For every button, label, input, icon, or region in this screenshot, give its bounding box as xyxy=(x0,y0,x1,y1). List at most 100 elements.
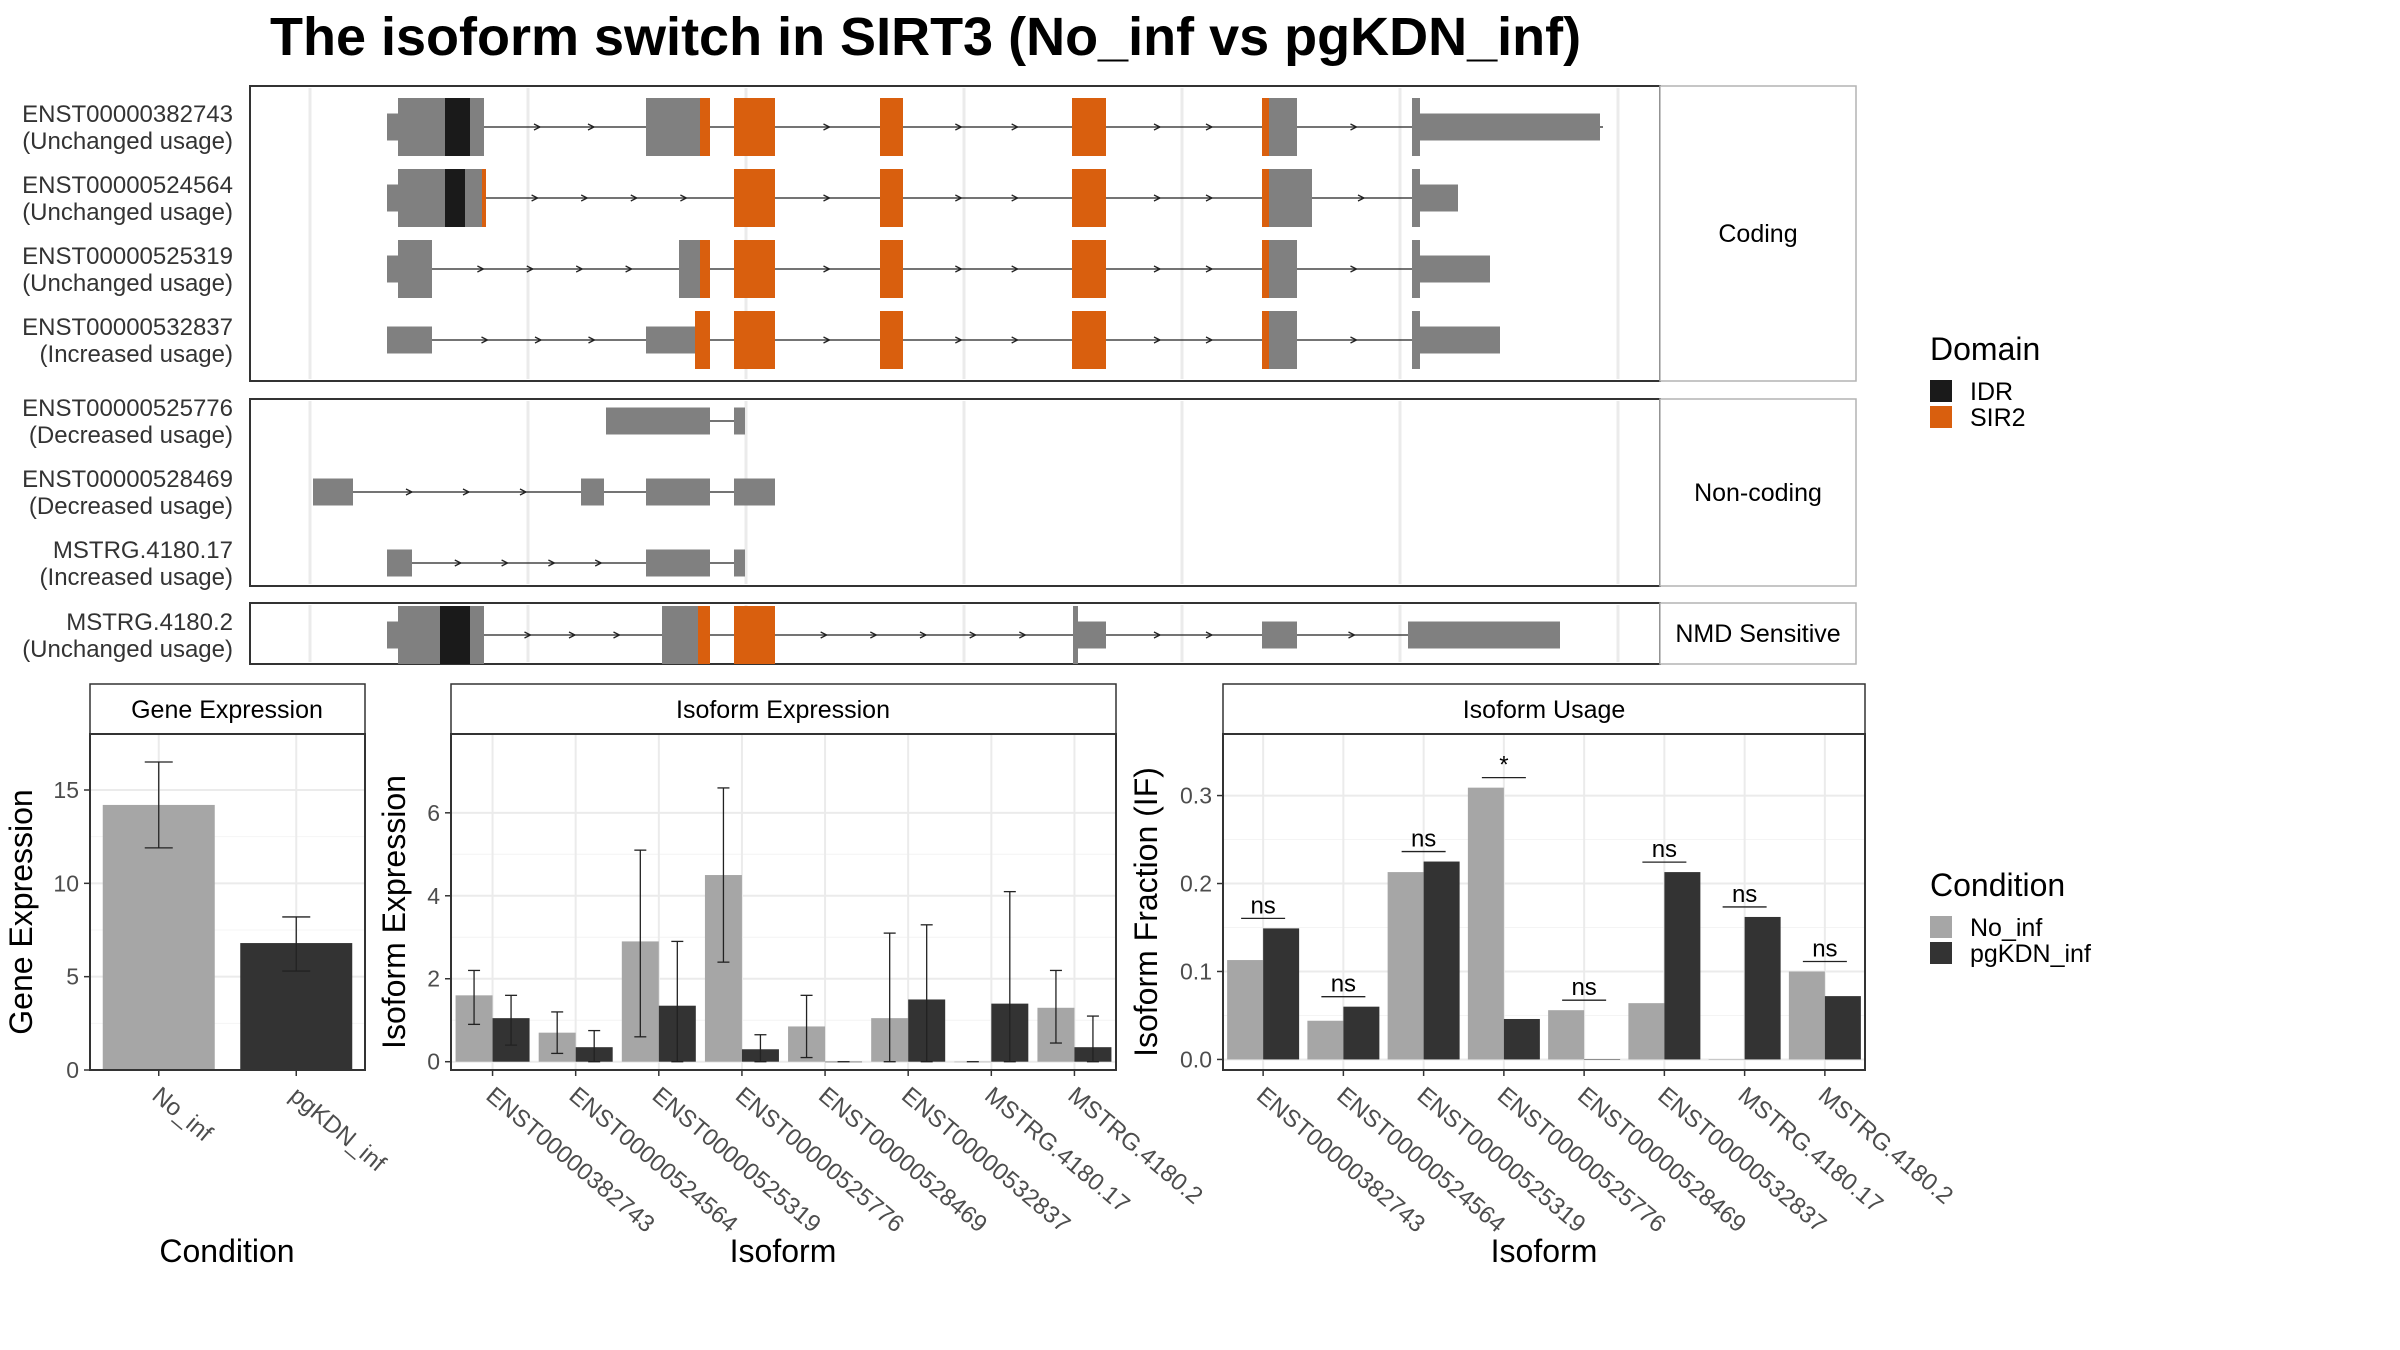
intron-arrow xyxy=(533,123,542,131)
y-tick-label: 0.1 xyxy=(1180,958,1212,984)
bar-pgkdn-inf xyxy=(1423,861,1460,1060)
transcript-id-label: MSTRG.4180.17 xyxy=(53,537,233,564)
transcript-usage-label: (Unchanged usage) xyxy=(22,636,233,663)
sir2-domain-exon xyxy=(734,98,775,156)
figure-title: The isoform switch in SIRT3 (No_inf vs p… xyxy=(270,7,1581,67)
sir2-domain-exon xyxy=(1072,98,1106,156)
y-tick-label: 2 xyxy=(427,966,440,992)
coding-exon xyxy=(1412,98,1420,156)
y-tick-label: 0.0 xyxy=(1180,1046,1212,1072)
intron-arrow xyxy=(823,336,831,344)
significance-label: ns xyxy=(1331,971,1356,998)
coding-exon xyxy=(1412,311,1420,369)
bar-pgkdn-inf xyxy=(1584,1059,1621,1060)
transcript-usage-label: (Unchanged usage) xyxy=(22,270,233,297)
transcript-structure-area: Coding Non-coding NMD Sensitive ENST0000… xyxy=(22,85,1857,665)
sir2-domain-exon xyxy=(482,169,486,227)
transcript-usage-label: (Increased usage) xyxy=(40,564,233,591)
condition-legend-title: Condition xyxy=(1930,867,2065,903)
utr-exon xyxy=(1420,113,1600,141)
intron-arrow xyxy=(454,559,463,567)
intron-arrow xyxy=(519,488,528,496)
significance-label: ns xyxy=(1652,836,1677,863)
intron-arrow xyxy=(587,123,596,131)
transcript-usage-label: (Unchanged usage) xyxy=(22,128,233,155)
significance-label: ns xyxy=(1411,826,1436,853)
significance-label: ns xyxy=(1250,892,1275,919)
legend-key-sir2 xyxy=(1930,406,1952,428)
bar-no-inf xyxy=(1708,1059,1745,1060)
utr-exon xyxy=(387,549,412,577)
coding-exon xyxy=(398,98,445,156)
isoform-usage-x-label: Isoform xyxy=(1491,1233,1598,1269)
intron-arrow xyxy=(1205,631,1214,639)
coding-exon xyxy=(398,169,445,227)
intron-arrow xyxy=(588,336,596,344)
utr-exon xyxy=(387,184,398,212)
intron-arrow xyxy=(1011,336,1020,344)
utr-exon xyxy=(646,326,695,354)
legend-key-no-inf xyxy=(1930,916,1952,938)
transcript-id-label: ENST00000382743 xyxy=(22,101,233,128)
sir2-domain-exon xyxy=(734,169,775,227)
transcript-id-label: ENST00000528469 xyxy=(22,466,233,493)
intron-arrow xyxy=(1153,265,1162,273)
coding-exon xyxy=(1269,169,1312,227)
utr-exon xyxy=(1420,326,1500,354)
sir2-domain-exon xyxy=(1262,240,1269,298)
plot-border xyxy=(1222,733,1866,1071)
sir2-domain-exon xyxy=(880,311,903,369)
idr-domain-exon xyxy=(445,98,470,156)
utr-exon xyxy=(1420,255,1490,283)
utr-exon xyxy=(646,549,710,577)
bar-pgkdn-inf xyxy=(1263,928,1300,1060)
bar xyxy=(102,804,215,1070)
y-tick-label: 0 xyxy=(66,1057,79,1083)
utr-exon xyxy=(1078,621,1106,649)
noncoding-strip xyxy=(1659,398,1857,587)
intron-arrow xyxy=(477,265,485,273)
intron-arrow xyxy=(613,631,621,639)
sir2-domain-exon xyxy=(695,311,710,369)
intron-arrow xyxy=(919,631,928,639)
utr-exon xyxy=(387,621,398,649)
sir2-domain-exon xyxy=(700,98,710,156)
utr-exon xyxy=(734,407,745,435)
sir2-domain-exon xyxy=(734,606,775,664)
transcript-id-label: ENST00000524564 xyxy=(22,172,233,199)
coding-strip-label: Coding xyxy=(1718,220,1797,248)
utr-exon xyxy=(734,549,745,577)
intron-arrow xyxy=(526,265,535,273)
transcript-id-label: ENST00000525776 xyxy=(22,395,233,422)
transcript-id-label: ENST00000525319 xyxy=(22,243,233,270)
coding-exon xyxy=(1073,606,1078,664)
gene-expression-x-label: Condition xyxy=(159,1233,294,1269)
sir2-domain-exon xyxy=(734,240,775,298)
isoform-usage-y-label: Isoform Fraction (IF) xyxy=(1128,767,1164,1057)
intron-arrow xyxy=(1011,194,1020,202)
intron-arrow xyxy=(823,123,831,131)
intron-arrow xyxy=(1153,336,1162,344)
intron-arrow xyxy=(969,631,978,639)
bar-no-inf xyxy=(1307,1020,1344,1060)
significance-label: ns xyxy=(1812,935,1837,962)
coding-exon xyxy=(1412,169,1420,227)
transcript-structures xyxy=(313,98,1603,664)
intron-arrow xyxy=(1205,194,1214,202)
utr-exon xyxy=(1408,621,1560,649)
bar-pgkdn-inf xyxy=(1824,996,1861,1060)
bar-no-inf xyxy=(1788,971,1825,1060)
significance-label: ns xyxy=(1571,974,1596,1001)
intron-arrow xyxy=(955,336,963,344)
sir2-domain-exon xyxy=(698,606,710,664)
y-tick-label: 4 xyxy=(427,883,440,909)
coding-exon xyxy=(1269,311,1297,369)
plot-border xyxy=(89,733,366,1071)
intron-arrow xyxy=(1350,265,1358,273)
legend-label-sir2: SIR2 xyxy=(1970,404,2026,432)
legend-label-no-inf: No_inf xyxy=(1970,914,2042,942)
isoform-usage-title: Isoform Usage xyxy=(1463,696,1626,724)
sir2-domain-exon xyxy=(880,169,903,227)
plot-border xyxy=(450,733,1117,1071)
intron-arrow xyxy=(524,631,532,639)
